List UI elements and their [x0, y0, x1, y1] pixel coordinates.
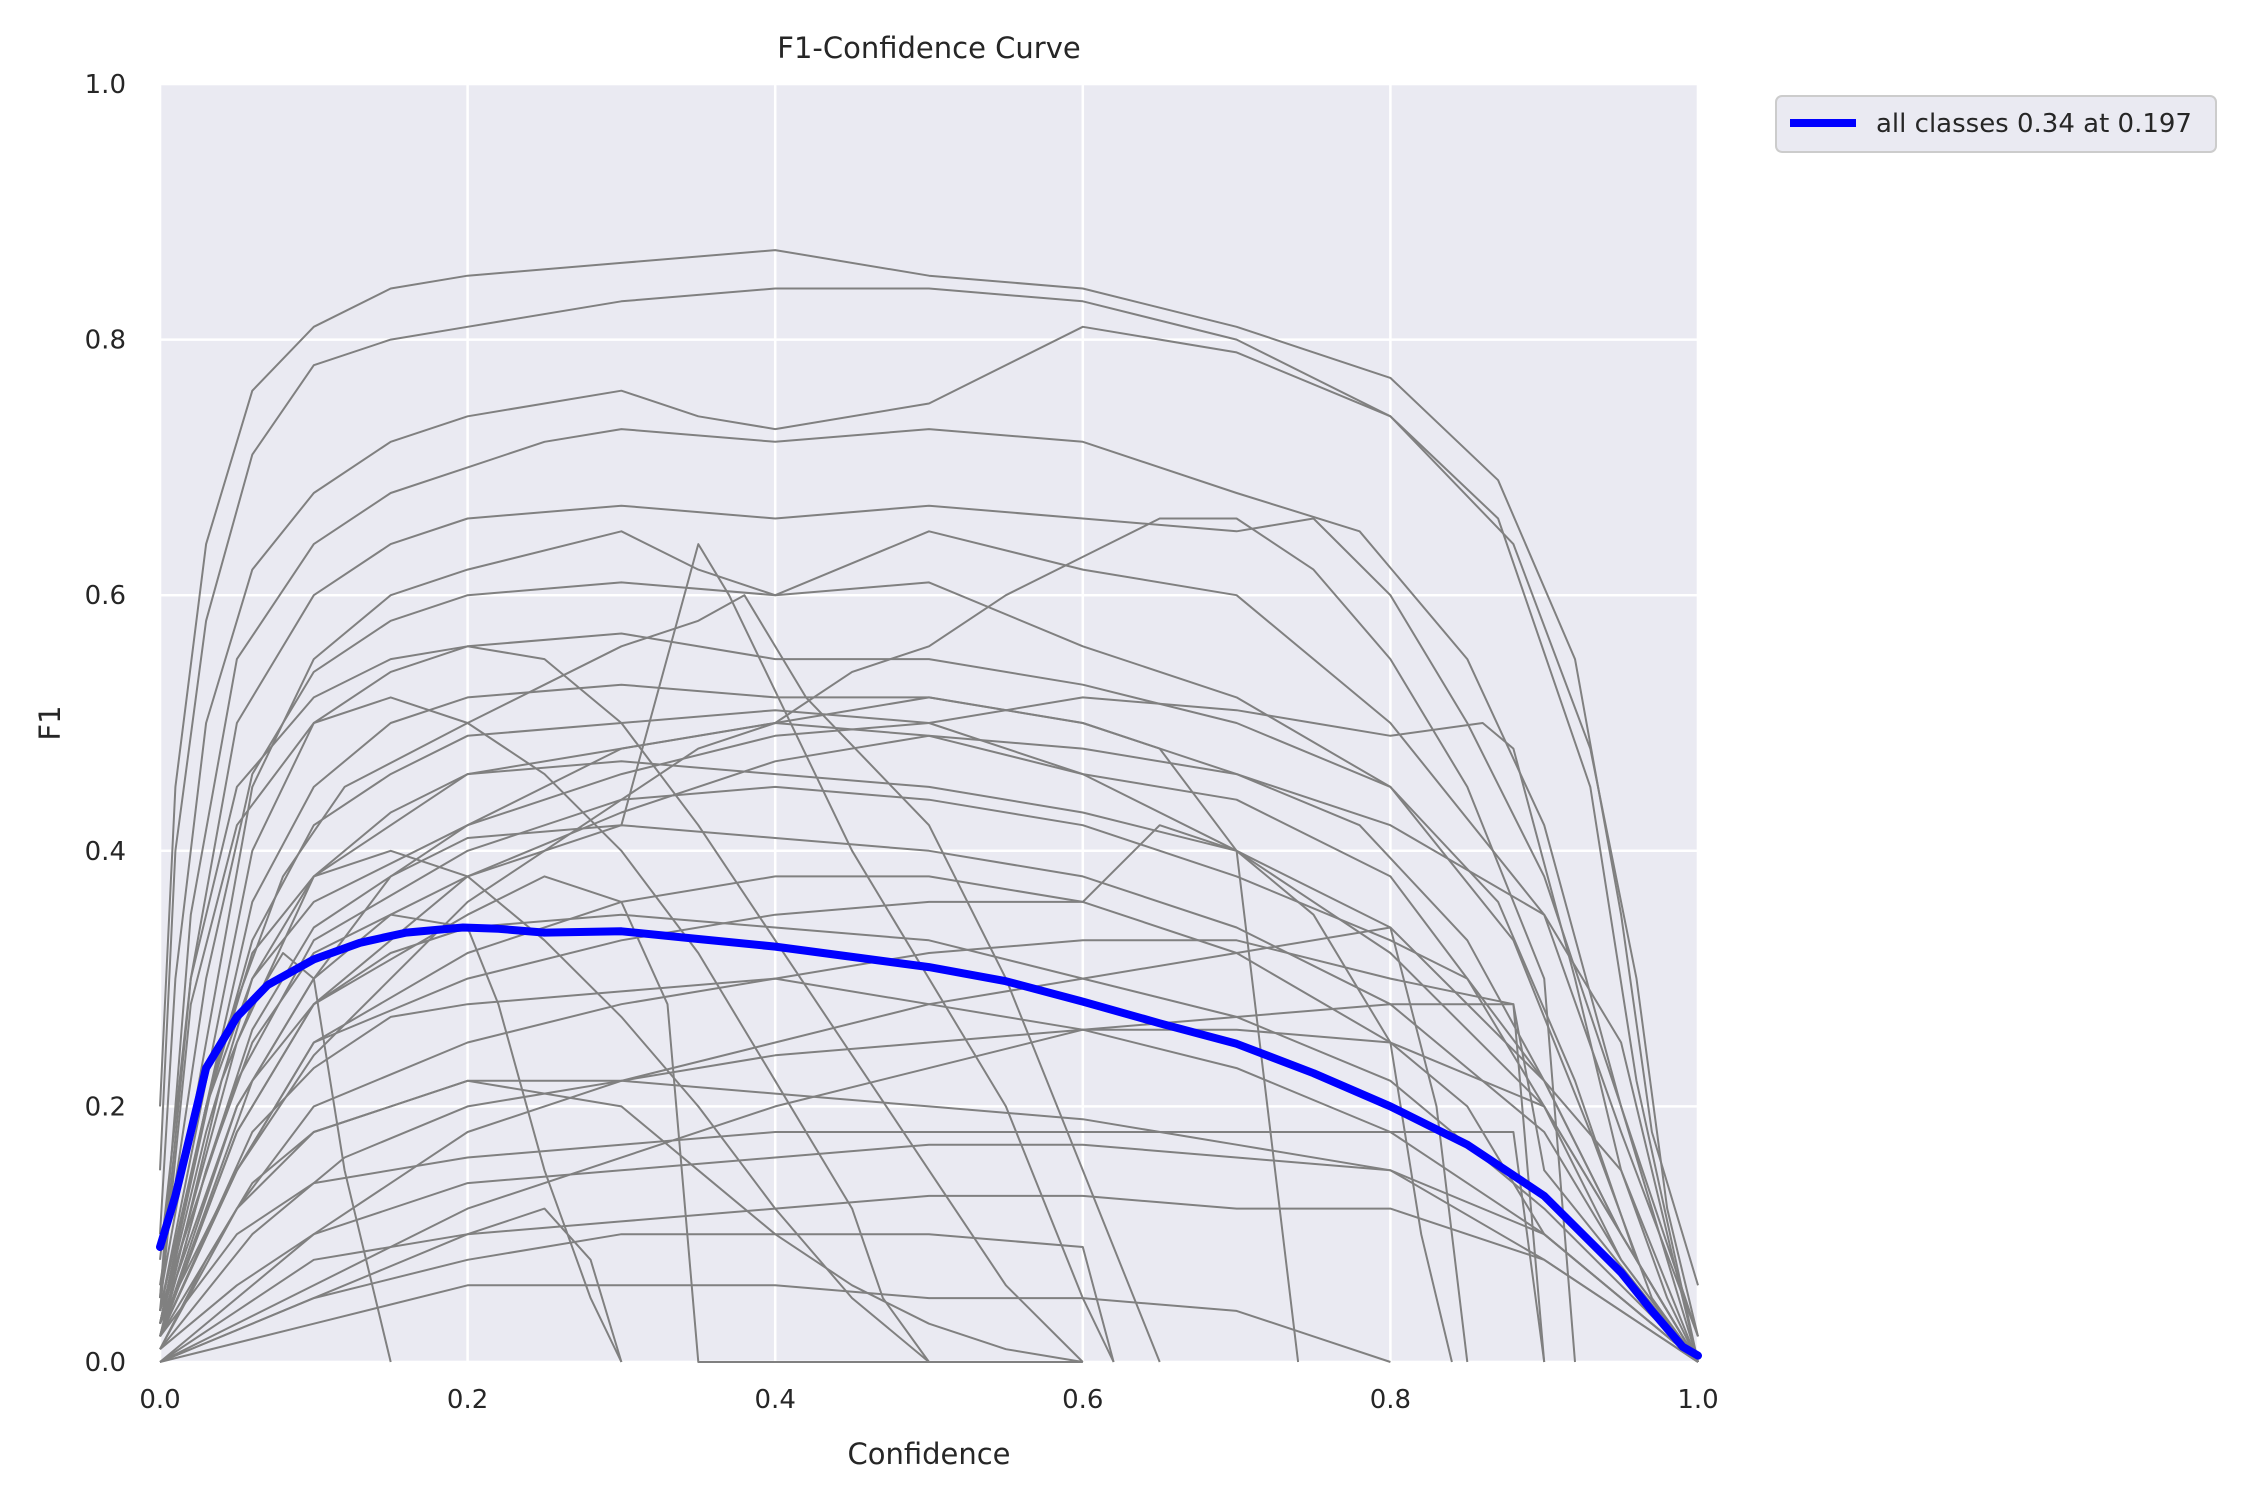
class-curve: [159, 1143, 1699, 1363]
legend-box: [1775, 95, 2217, 153]
class-curve: [159, 325, 1699, 1363]
chart-title: F1-Confidence Curve: [777, 31, 1080, 65]
class-curve: [159, 504, 1699, 1363]
class-curve: [159, 824, 1699, 1363]
class-curve: [159, 1284, 1391, 1363]
summary-curve-layer: [156, 923, 1702, 1360]
class-curve: [159, 249, 1699, 1286]
class-curve: [159, 1131, 1546, 1363]
class-curve: [159, 428, 1699, 1337]
x-tick-label: 0.6: [1062, 1385, 1103, 1415]
class-curve: [159, 760, 1699, 1363]
class-curve: [159, 683, 1699, 1363]
class-curve: [159, 913, 1699, 1363]
class-curve: [159, 645, 1084, 1363]
x-tick-label: 0.2: [447, 1385, 488, 1415]
class-curve: [159, 1194, 1699, 1363]
class-curve: [159, 287, 1699, 1337]
legend-label: all classes 0.34 at 0.197: [1876, 109, 2192, 139]
x-axis-label: Confidence: [847, 1437, 1010, 1471]
class-curve: [159, 1233, 1115, 1363]
y-tick-label: 0.2: [85, 1092, 126, 1122]
class-curve: [159, 632, 1699, 1363]
x-tick-label: 0.8: [1370, 1385, 1411, 1415]
class-curve: [159, 581, 1699, 1363]
tick-labels: 0.0 0.2 0.4 0.6 0.8 1.0 0.0 0.2 0.4 0.6 0.8 1.0: [85, 70, 1719, 1415]
class-curve: [159, 517, 1576, 1363]
class-curves: [159, 249, 1699, 1363]
class-curve: [159, 977, 1699, 1363]
y-tick-label: 0.4: [85, 837, 126, 867]
summary-curve-all-classes: [156, 923, 1702, 1360]
class-curve: [159, 824, 1699, 1363]
class-curve: [159, 1079, 1083, 1363]
class-curve: [159, 1207, 623, 1363]
y-tick-label: 0.0: [85, 1348, 126, 1378]
class-curve: [159, 734, 1699, 1363]
y-axis-label: F1: [33, 705, 67, 740]
class-curve: [159, 696, 930, 1363]
class-curve: [159, 594, 1161, 1363]
x-tick-label: 0.0: [139, 1385, 180, 1415]
y-tick-label: 0.6: [85, 581, 126, 611]
class-curve: [159, 1003, 1699, 1363]
legend: all classes 0.34 at 0.197: [1775, 95, 2217, 153]
class-curve: [159, 939, 1546, 1363]
x-tick-label: 0.4: [755, 1385, 796, 1415]
y-tick-label: 0.8: [85, 326, 126, 356]
class-curve: [159, 952, 392, 1363]
class-curve: [159, 785, 1699, 1363]
y-tick-label: 1.0: [85, 70, 126, 100]
x-tick-label: 1.0: [1677, 1385, 1718, 1415]
